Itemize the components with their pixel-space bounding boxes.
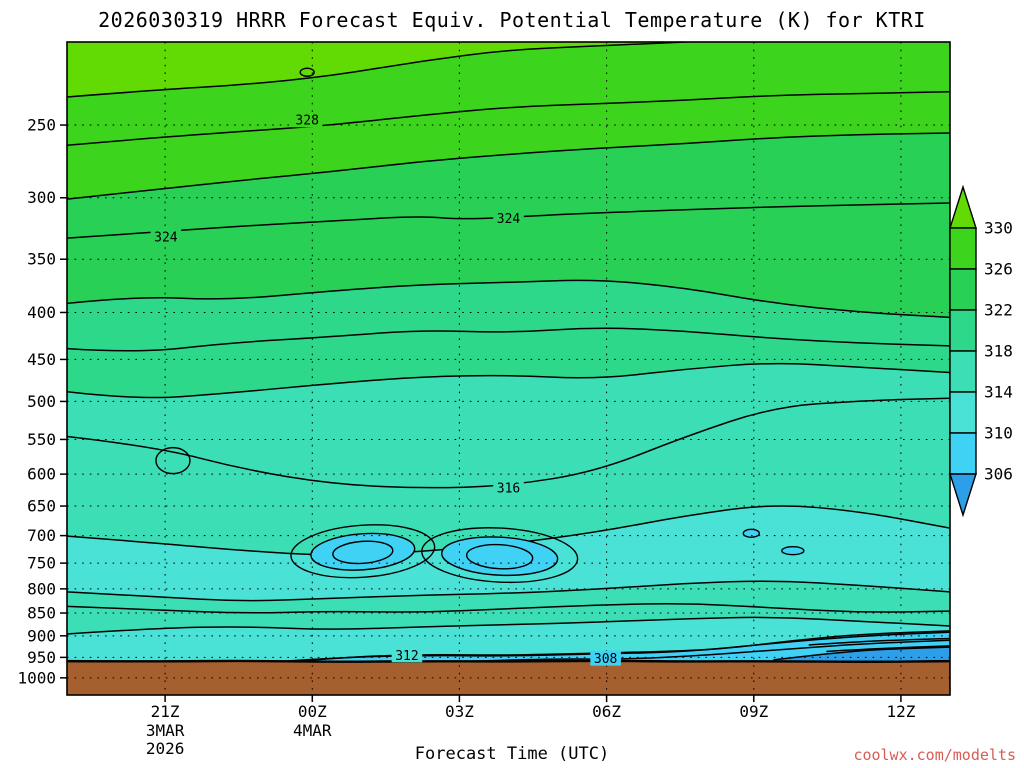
contour-pocket bbox=[155, 446, 191, 475]
x-tick-label: 03Z bbox=[445, 702, 474, 721]
contour-pocket bbox=[441, 536, 559, 577]
colorbar-segment bbox=[949, 268, 977, 311]
colorbar: 330 326 322 318 314 310 306 bbox=[949, 184, 1013, 518]
x-tick-label: 12Z bbox=[886, 702, 915, 721]
axes: 250 300 350 400 450 500 550 600 650 700 750 800 850 9… bbox=[17, 116, 915, 758]
colorbar-label: 310 bbox=[984, 424, 1013, 443]
contour-pocket bbox=[466, 543, 534, 570]
colorbar-label: 306 bbox=[984, 465, 1013, 484]
colorbar-label: 318 bbox=[984, 342, 1013, 361]
y-tick-label: 1000 bbox=[17, 668, 56, 687]
x-tick-label: 21Z bbox=[151, 702, 180, 721]
x-tick-label: 06Z bbox=[592, 702, 621, 721]
colorbar-segment bbox=[949, 309, 977, 352]
y-tick-label: 300 bbox=[27, 188, 56, 207]
y-tick-label: 250 bbox=[27, 116, 56, 135]
contour-label: 308 bbox=[594, 652, 617, 667]
contour-pocket bbox=[310, 532, 416, 571]
y-tick-label: 550 bbox=[27, 430, 56, 449]
colorbar-segment bbox=[949, 391, 977, 434]
contour-label: 324 bbox=[497, 212, 521, 227]
x-tick-label: 00Z bbox=[298, 702, 327, 721]
y-tick-label: 500 bbox=[27, 392, 56, 411]
colorbar-segment bbox=[949, 432, 977, 475]
contour-label: 324 bbox=[154, 230, 178, 245]
colorbar-label: 314 bbox=[984, 383, 1013, 402]
colorbar-pennant-above bbox=[949, 184, 977, 229]
x-tick-sublabel: 4MAR bbox=[293, 721, 332, 740]
y-tick-label: 850 bbox=[27, 604, 56, 623]
y-tick-label: 700 bbox=[27, 526, 56, 545]
contour-pocket bbox=[290, 524, 436, 579]
x-tick-sublabel: 2026 bbox=[146, 739, 185, 758]
contour-pocket bbox=[421, 527, 579, 584]
contour-pocket bbox=[299, 67, 315, 77]
y-tick-label: 900 bbox=[27, 626, 56, 645]
y-tick-label: 750 bbox=[27, 554, 56, 573]
contour-label: 312 bbox=[395, 649, 418, 664]
colorbar-pennant-below bbox=[949, 473, 977, 518]
x-tick-sublabel: 3MAR bbox=[146, 721, 185, 740]
y-tick-label: 650 bbox=[27, 497, 56, 516]
chart-title: 2026030319 HRRR Forecast Equiv. Potentia… bbox=[98, 8, 926, 32]
y-tick-label: 950 bbox=[27, 648, 56, 667]
colorbar-segment bbox=[949, 350, 977, 393]
x-tick-label: 09Z bbox=[739, 702, 768, 721]
contour-pocket bbox=[742, 528, 761, 539]
colorbar-label: 330 bbox=[984, 219, 1013, 238]
contour-label: 328 bbox=[295, 114, 318, 129]
gridlines bbox=[67, 42, 950, 695]
y-tick-label: 450 bbox=[27, 350, 56, 369]
contour-pocket bbox=[781, 545, 805, 556]
colorbar-segment bbox=[949, 227, 977, 270]
x-axis-title: Forecast Time (UTC) bbox=[414, 744, 610, 764]
contour-labels: 328 324 324 316 312 308 bbox=[150, 112, 621, 667]
contour-label: 316 bbox=[497, 481, 520, 496]
y-tick-label: 600 bbox=[27, 465, 56, 484]
colorbar-label: 326 bbox=[984, 260, 1013, 279]
watermark-text: coolwx.com/modelts bbox=[853, 746, 1016, 764]
y-tick-label: 800 bbox=[27, 579, 56, 598]
contour-field bbox=[67, 42, 950, 695]
y-tick-label: 350 bbox=[27, 250, 56, 269]
colorbar-label: 322 bbox=[984, 301, 1013, 320]
y-tick-label: 400 bbox=[27, 303, 56, 322]
